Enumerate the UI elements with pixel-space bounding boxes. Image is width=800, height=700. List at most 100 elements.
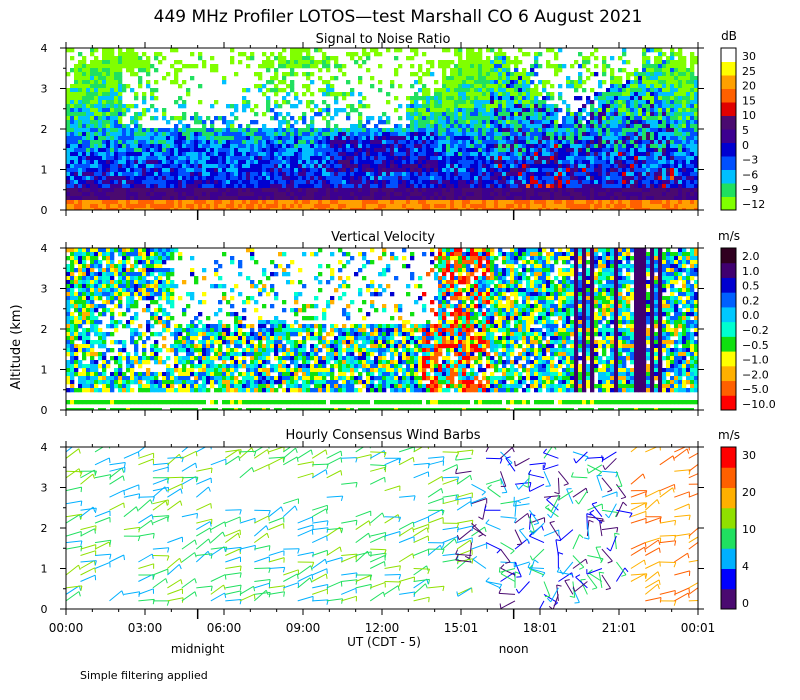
snr-cell (658, 120, 663, 125)
snr-cell (498, 88, 503, 93)
snr-cell (78, 52, 83, 57)
snr-cell (598, 184, 603, 189)
snr-cell (286, 60, 291, 65)
snr-cell (130, 56, 135, 61)
snr-cell (302, 56, 307, 61)
snr-cell (106, 60, 111, 65)
snr-cell (102, 116, 107, 121)
snr-cell (306, 56, 311, 61)
snr-cell (270, 88, 275, 93)
snr-cell (130, 188, 135, 193)
snr-cell (342, 164, 347, 169)
snr-cell (514, 96, 519, 101)
snr-cell (614, 144, 619, 149)
snr-cell (410, 56, 415, 61)
snr-cell (378, 120, 383, 125)
snr-cell (106, 108, 111, 113)
snr-cell (470, 84, 475, 89)
snr-cell (110, 112, 115, 117)
snr-cell (562, 208, 567, 210)
snr-cell (534, 128, 539, 133)
snr-cell (654, 76, 659, 81)
snr-cell (326, 88, 331, 93)
snr-cell (506, 60, 511, 65)
snr-cell (494, 100, 499, 105)
snr-cell (502, 80, 507, 85)
snr-cell (190, 136, 195, 141)
snr-cell (386, 100, 391, 105)
snr-cell (350, 208, 355, 210)
snr-cell (634, 128, 639, 133)
snr-cell (618, 100, 623, 105)
snr-cell (114, 108, 119, 113)
snr-cell (458, 160, 463, 165)
snr-cell (506, 200, 511, 205)
snr-cell (674, 116, 679, 121)
snr-cell (618, 128, 623, 133)
snr-cell (430, 120, 435, 125)
snr-cell (330, 148, 335, 153)
snr-cell (122, 108, 127, 113)
snr-cell (626, 120, 631, 125)
snr-cell (110, 64, 115, 69)
snr-cell (186, 144, 191, 149)
snr-cell (578, 208, 583, 210)
snr-cell (474, 124, 479, 129)
snr-cell (314, 204, 319, 209)
snr-cell (430, 100, 435, 105)
snr-cell (622, 92, 627, 97)
snr-cell (634, 88, 639, 93)
snr-cell (586, 68, 591, 73)
snr-cell (586, 196, 591, 201)
snr-cell (126, 52, 131, 57)
snr-cell (418, 156, 423, 161)
snr-cell (518, 84, 523, 89)
snr-cell (490, 128, 495, 133)
snr-cell (206, 164, 211, 169)
snr-cell (142, 180, 147, 185)
snr-cell (490, 48, 495, 53)
snr-cell (646, 180, 651, 185)
snr-cell (66, 164, 71, 169)
snr-cell (442, 176, 447, 181)
snr-cell (334, 152, 339, 157)
snr-cell (674, 112, 679, 117)
snr-cell (110, 56, 115, 61)
snr-cell (626, 180, 631, 185)
snr-cell (206, 196, 211, 201)
snr-cell (510, 156, 515, 161)
snr-cell (554, 64, 559, 69)
snr-cell (86, 136, 91, 141)
snr-cell (602, 184, 607, 189)
snr-cell (142, 140, 147, 145)
snr-cell (118, 204, 123, 209)
snr-cell (114, 100, 119, 105)
snr-cell (314, 172, 319, 177)
snr-cell (222, 180, 227, 185)
snr-cell (414, 196, 419, 201)
snr-cell (450, 184, 455, 189)
snr-cell (658, 164, 663, 169)
snr-cell (118, 52, 123, 57)
snr-cell (562, 168, 567, 173)
snr-cell (82, 108, 87, 113)
snr-cell (590, 168, 595, 173)
snr-cell (330, 176, 335, 181)
snr-cell (442, 184, 447, 189)
snr-cell (390, 156, 395, 161)
snr-cell (234, 176, 239, 181)
snr-cell (346, 180, 351, 185)
snr-cell (190, 176, 195, 181)
snr-cell (402, 188, 407, 193)
snr-cell (162, 56, 167, 61)
snr-cell (438, 200, 443, 205)
snr-cell (490, 172, 495, 177)
snr-cell (606, 108, 611, 113)
snr-cell (134, 176, 139, 181)
snr-cell (366, 136, 371, 141)
snr-cell (150, 144, 155, 149)
snr-cell (630, 208, 635, 210)
snr-cell (622, 176, 627, 181)
snr-cell (578, 140, 583, 145)
snr-cell (482, 204, 487, 209)
